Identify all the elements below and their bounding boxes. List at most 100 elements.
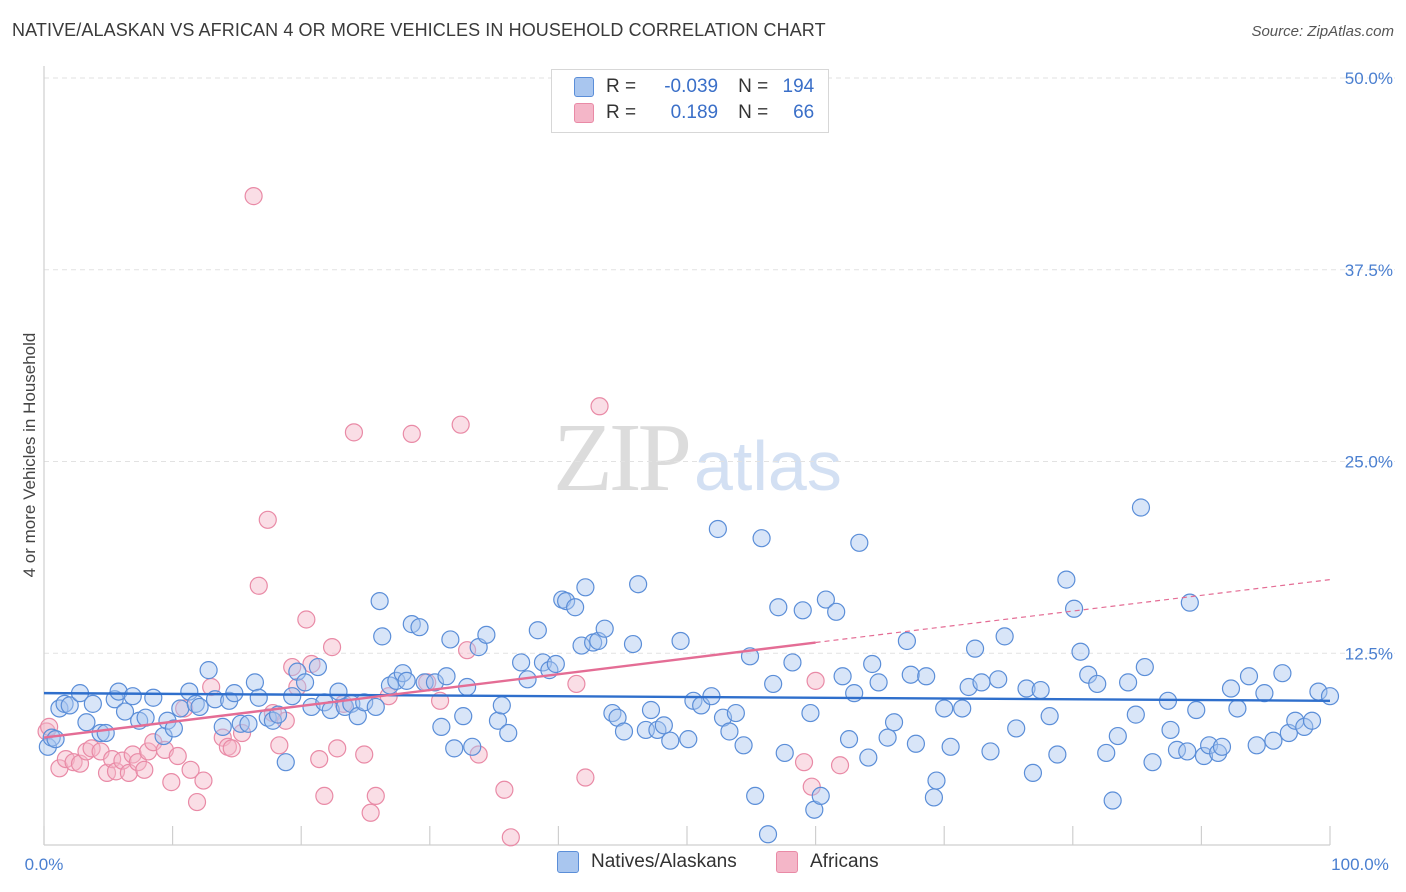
africans-point xyxy=(794,753,814,772)
natives-point xyxy=(906,734,926,753)
natives-n-value: 194 xyxy=(782,76,815,97)
natives-legend-swatch xyxy=(557,851,579,873)
africans-point xyxy=(355,745,374,764)
natives-point xyxy=(1071,642,1090,661)
natives-point xyxy=(1264,731,1283,750)
natives-point xyxy=(46,730,65,749)
natives-point xyxy=(801,703,820,723)
natives-point xyxy=(671,631,690,651)
legend-item-natives[interactable]: Natives/Alaskans xyxy=(557,851,737,873)
natives-point xyxy=(850,533,869,552)
natives-point xyxy=(91,723,110,743)
legend-item-africans[interactable]: Africans xyxy=(776,851,879,873)
natives-point xyxy=(366,697,385,717)
natives-point xyxy=(190,697,209,717)
africans-point xyxy=(806,671,825,690)
natives-n-label: N = xyxy=(738,76,769,97)
natives-point xyxy=(648,720,667,740)
natives-point xyxy=(249,688,268,707)
natives-point xyxy=(425,673,445,692)
natives-point xyxy=(897,631,917,651)
natives-point xyxy=(213,717,232,736)
series-legend: Natives/Alaskans Africans xyxy=(0,851,1406,877)
natives-point xyxy=(77,713,96,732)
natives-point xyxy=(811,786,830,806)
natives-point xyxy=(654,716,673,735)
africans-point xyxy=(64,753,83,772)
africans-trend-line xyxy=(43,641,816,739)
natives-point xyxy=(441,630,460,649)
natives-point xyxy=(935,699,954,718)
natives-point xyxy=(1048,745,1067,764)
axes xyxy=(43,66,1331,846)
africans-point xyxy=(97,763,117,783)
legend-row-africans: R = 0.189 N = 66 xyxy=(574,101,814,125)
natives-point xyxy=(115,702,135,721)
africans-point xyxy=(344,423,364,442)
natives-point xyxy=(546,654,565,674)
natives-point xyxy=(1194,746,1214,766)
y-tick-label: 25.0% xyxy=(1345,453,1393,472)
natives-point xyxy=(783,653,802,672)
natives-point xyxy=(308,657,328,677)
natives-points xyxy=(38,498,1340,844)
africans-point xyxy=(495,780,514,799)
y-axis-label: 4 or more Vehicles in Household xyxy=(20,333,39,578)
natives-point xyxy=(557,591,576,611)
natives-point xyxy=(869,673,888,692)
natives-point xyxy=(1239,667,1259,686)
natives-point xyxy=(1221,679,1241,698)
africans-point xyxy=(361,803,380,822)
natives-point xyxy=(1320,687,1340,706)
natives-point xyxy=(231,714,250,733)
natives-point xyxy=(528,621,547,640)
africans-point xyxy=(576,768,595,787)
natives-point xyxy=(833,667,852,686)
natives-point xyxy=(989,670,1008,689)
natives-point xyxy=(1302,711,1322,730)
africans-r-label: R = xyxy=(606,102,637,123)
natives-point xyxy=(576,578,595,597)
natives-point xyxy=(595,619,614,638)
africans-point xyxy=(270,736,289,755)
natives-point xyxy=(1064,599,1084,618)
natives-point xyxy=(60,696,79,715)
africans-points xyxy=(37,187,850,847)
natives-point xyxy=(839,730,859,749)
natives-point xyxy=(164,719,183,738)
natives-point xyxy=(154,726,173,746)
natives-point xyxy=(245,673,265,692)
africans-point xyxy=(457,641,477,660)
natives-trend-line xyxy=(43,691,1331,703)
natives-point xyxy=(492,696,511,715)
natives-point xyxy=(239,714,258,733)
natives-point xyxy=(463,737,482,756)
natives-point xyxy=(1180,593,1199,612)
africans-point xyxy=(194,771,213,790)
natives-point xyxy=(512,653,531,672)
natives-point xyxy=(884,713,904,732)
natives-swatch xyxy=(574,77,594,97)
natives-point xyxy=(995,627,1014,646)
natives-point xyxy=(488,711,508,730)
natives-point xyxy=(1126,705,1145,724)
africans-point xyxy=(328,739,347,758)
natives-point xyxy=(661,731,680,750)
natives-point xyxy=(614,722,634,741)
natives-point xyxy=(708,519,727,539)
natives-point xyxy=(410,618,429,637)
natives-point xyxy=(878,728,897,747)
natives-point xyxy=(1007,719,1026,738)
natives-point xyxy=(109,682,128,701)
natives-point xyxy=(1131,498,1151,517)
africans-point xyxy=(244,187,263,206)
africans-legend-label: Africans xyxy=(810,851,879,872)
natives-point xyxy=(623,634,643,654)
natives-point xyxy=(953,699,972,718)
africans-point xyxy=(162,773,181,792)
natives-point xyxy=(816,590,835,609)
natives-point xyxy=(764,674,783,694)
chart-title: NATIVE/ALASKAN VS AFRICAN 4 OR MORE VEHI… xyxy=(12,20,826,40)
natives-point xyxy=(901,665,920,684)
africans-point xyxy=(168,746,187,766)
